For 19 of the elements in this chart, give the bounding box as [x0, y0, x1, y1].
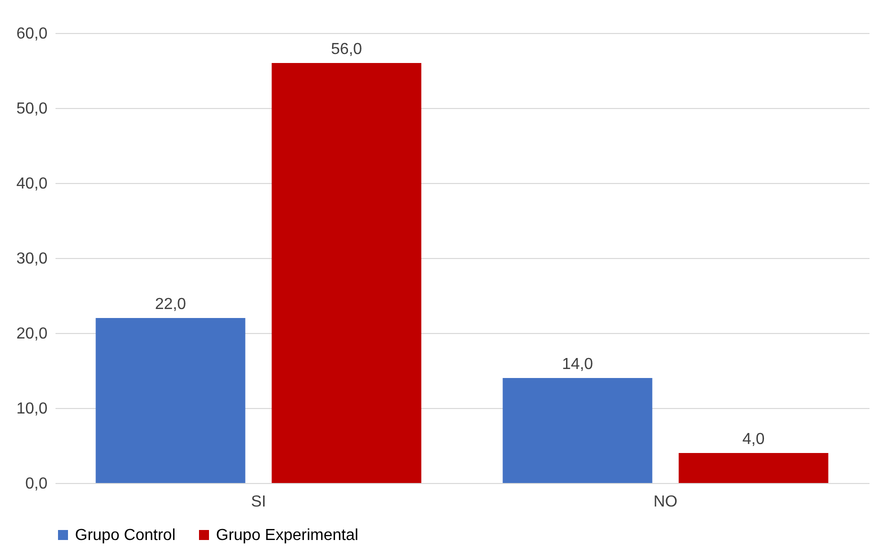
bar: [96, 318, 246, 483]
y-tick-label: 20,0: [16, 326, 48, 342]
bar: [678, 453, 828, 483]
y-tick-label: 0,0: [25, 476, 48, 492]
bar: [272, 63, 422, 483]
bar: [502, 378, 652, 483]
x-tick-label: SI: [250, 494, 266, 510]
data-label: 22,0: [154, 296, 186, 313]
y-tick-label: 60,0: [16, 26, 48, 42]
data-label: 14,0: [562, 356, 594, 373]
y-tick-label: 30,0: [16, 250, 48, 268]
x-tick-label: NO: [654, 494, 678, 510]
y-tick-label: 50,0: [16, 100, 48, 118]
legend-label: Grupo Experimental: [216, 527, 358, 544]
data-label: 4,0: [742, 431, 765, 448]
legend-label: Grupo Control: [75, 527, 176, 544]
y-tick-label: 10,0: [16, 400, 48, 418]
y-tick-label: 40,0: [16, 176, 48, 192]
data-label: 56,0: [330, 41, 362, 58]
